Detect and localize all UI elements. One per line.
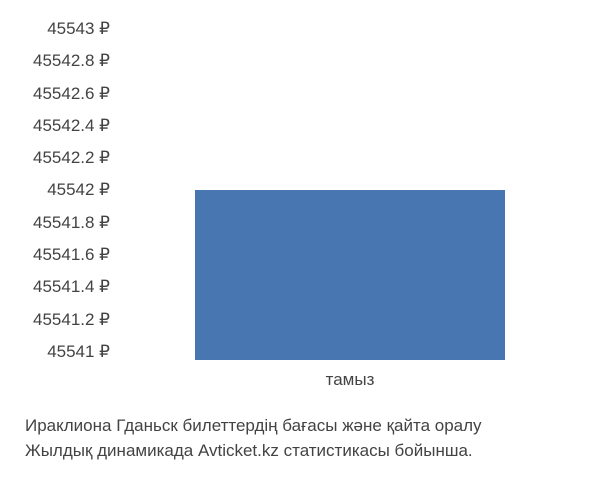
chart-container: 45543 ₽ 45542.8 ₽ 45542.6 ₽ 45542.4 ₽ 45… <box>0 0 600 500</box>
y-tick-label: 45541.8 ₽ <box>0 214 110 231</box>
y-tick-label: 45542.6 ₽ <box>0 85 110 102</box>
y-axis: 45543 ₽ 45542.8 ₽ 45542.6 ₽ 45542.4 ₽ 45… <box>0 20 110 360</box>
x-tick-label: тамыз <box>120 370 580 390</box>
y-tick-label: 45541.2 ₽ <box>0 311 110 328</box>
y-tick-label: 45541.4 ₽ <box>0 278 110 295</box>
caption-line-1: Ираклиона Гданьск билеттердің бағасы жән… <box>25 415 482 437</box>
caption-line-2: Жылдық динамикада Avticket.kz статистика… <box>25 440 473 462</box>
y-tick-label: 45541.6 ₽ <box>0 246 110 263</box>
y-tick-label: 45542.2 ₽ <box>0 149 110 166</box>
plot-area <box>120 20 580 360</box>
y-tick-label: 45543 ₽ <box>0 20 110 37</box>
bar <box>195 190 505 360</box>
y-tick-label: 45541 ₽ <box>0 343 110 360</box>
y-tick-label: 45542.8 ₽ <box>0 52 110 69</box>
y-tick-label: 45542 ₽ <box>0 181 110 198</box>
y-tick-label: 45542.4 ₽ <box>0 117 110 134</box>
